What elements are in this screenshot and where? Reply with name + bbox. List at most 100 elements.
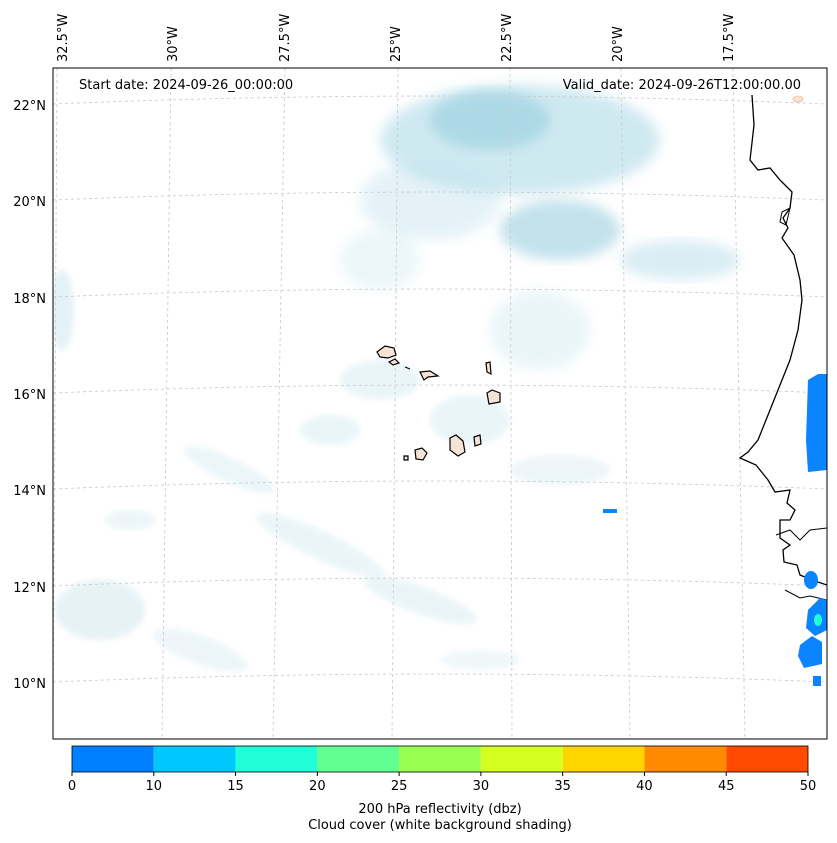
island	[449, 434, 466, 457]
island	[404, 366, 411, 370]
lat-label: 18°N	[13, 292, 46, 307]
coastline-detail	[779, 207, 791, 226]
colorbar-tick-label: 50	[800, 779, 817, 794]
meridian-line	[620, 68, 631, 739]
parallel-line	[53, 480, 827, 490]
meridian-line	[161, 68, 172, 739]
meridian-line	[391, 68, 399, 739]
lat-label: 14°N	[13, 484, 46, 499]
parallel-line	[53, 191, 827, 201]
coastline-detail	[775, 527, 827, 585]
reflectivity-patch	[806, 374, 827, 472]
cloud-patch	[360, 160, 500, 240]
colorbar-label: 200 hPa reflectivity (dbz)	[358, 802, 522, 817]
meridian-line	[509, 68, 513, 739]
lon-label: 22.5°W	[500, 14, 515, 62]
lat-label: 16°N	[13, 388, 46, 403]
cloud-patch	[440, 650, 520, 670]
parallel-line	[53, 288, 827, 298]
colorbar-tick-label: 40	[636, 779, 653, 794]
reflectivity-patch	[603, 509, 617, 513]
cloud-patch	[620, 240, 740, 280]
meridian-line	[53, 68, 58, 739]
colorbar-segment	[153, 746, 236, 772]
cloud-patch	[500, 200, 620, 260]
cloud-patch	[363, 575, 477, 625]
colorbar-tick-label: 25	[391, 779, 408, 794]
lat-label: 12°N	[13, 581, 46, 596]
colorbar-tick-label: 45	[718, 779, 735, 794]
cloud-patch	[490, 290, 590, 370]
island	[376, 345, 397, 359]
colorbar-tick-label: 30	[473, 779, 490, 794]
colorbar-segment	[72, 746, 154, 772]
coastline	[738, 94, 827, 586]
cloud-patch	[55, 580, 145, 640]
lon-label: 17.5°W	[722, 14, 737, 62]
lon-label: 20°W	[611, 26, 626, 62]
cape-verde-islands	[376, 345, 501, 461]
reflectivity-patch	[798, 636, 822, 668]
colorbar-segment	[317, 746, 400, 772]
latitude-labels: 22°N 20°N 18°N 16°N 14°N 12°N 10°N	[13, 99, 46, 692]
colorbar: 0 10 15 20 25 30 35 40 45 50	[68, 745, 817, 794]
longitude-labels: 32.5°W 30°W 27.5°W 25°W 22.5°W 20°W 17.5…	[56, 14, 737, 62]
cloud-patch	[53, 270, 74, 350]
lon-label: 30°W	[166, 26, 181, 62]
cloud-patch	[152, 628, 248, 672]
map-frame	[52, 67, 828, 740]
land-patch	[792, 95, 804, 103]
island	[486, 389, 501, 405]
lat-label: 22°N	[13, 99, 46, 114]
colorbar-segment	[562, 746, 645, 772]
lon-label: 25°W	[389, 26, 404, 62]
colorbar-tick-label: 20	[309, 779, 326, 794]
reflectivity-patch	[804, 571, 818, 589]
reflectivity-patch	[813, 676, 821, 686]
start-date-label: Start date: 2024-09-26_00:00:00	[79, 78, 294, 93]
cloud-patch	[340, 230, 420, 290]
cloud-patch	[510, 455, 610, 485]
island	[485, 361, 492, 376]
graticule	[53, 68, 827, 739]
colorbar-segment	[235, 746, 318, 772]
colorbar-segment	[644, 746, 727, 772]
lon-label: 27.5°W	[278, 14, 293, 62]
cloud-patch	[430, 395, 510, 445]
meridian-line	[272, 68, 286, 739]
cloud-patch	[300, 415, 360, 445]
cloud-patch	[184, 446, 276, 494]
island	[419, 370, 440, 381]
parallel-line	[53, 577, 827, 587]
colorbar-segment	[399, 746, 481, 772]
valid-date-label: Valid_date: 2024-09-26T12:00:00.00	[562, 78, 801, 93]
reflectivity-patches	[603, 374, 827, 686]
lat-label: 20°N	[13, 195, 46, 210]
cloud-patch	[340, 360, 420, 400]
colorbar-tick-label: 10	[146, 779, 163, 794]
island	[387, 358, 401, 366]
lat-label: 10°N	[13, 677, 46, 692]
map-content	[53, 68, 827, 739]
colorbar-tick-label: 35	[554, 779, 571, 794]
lon-label: 32.5°W	[56, 14, 71, 62]
colorbar-tick-label: 0	[68, 779, 76, 794]
cloud-patch	[105, 510, 155, 530]
island	[403, 455, 409, 461]
reflectivity-core	[814, 614, 822, 626]
parallel-line	[53, 95, 827, 105]
parallel-line	[53, 673, 827, 683]
colorbar-tick-label: 15	[227, 779, 244, 794]
island	[473, 434, 482, 447]
colorbar-sublabel: Cloud cover (white background shading)	[308, 818, 572, 833]
parallel-line	[53, 384, 827, 394]
cloud-patch	[430, 90, 550, 150]
colorbar-segment	[726, 746, 808, 772]
cloud-patch	[256, 512, 384, 578]
colorbar-frame	[71, 745, 809, 773]
island	[414, 447, 428, 461]
coastline-detail	[784, 589, 827, 601]
cloud-cover-shading	[53, 85, 740, 672]
meridian-line	[732, 68, 746, 739]
